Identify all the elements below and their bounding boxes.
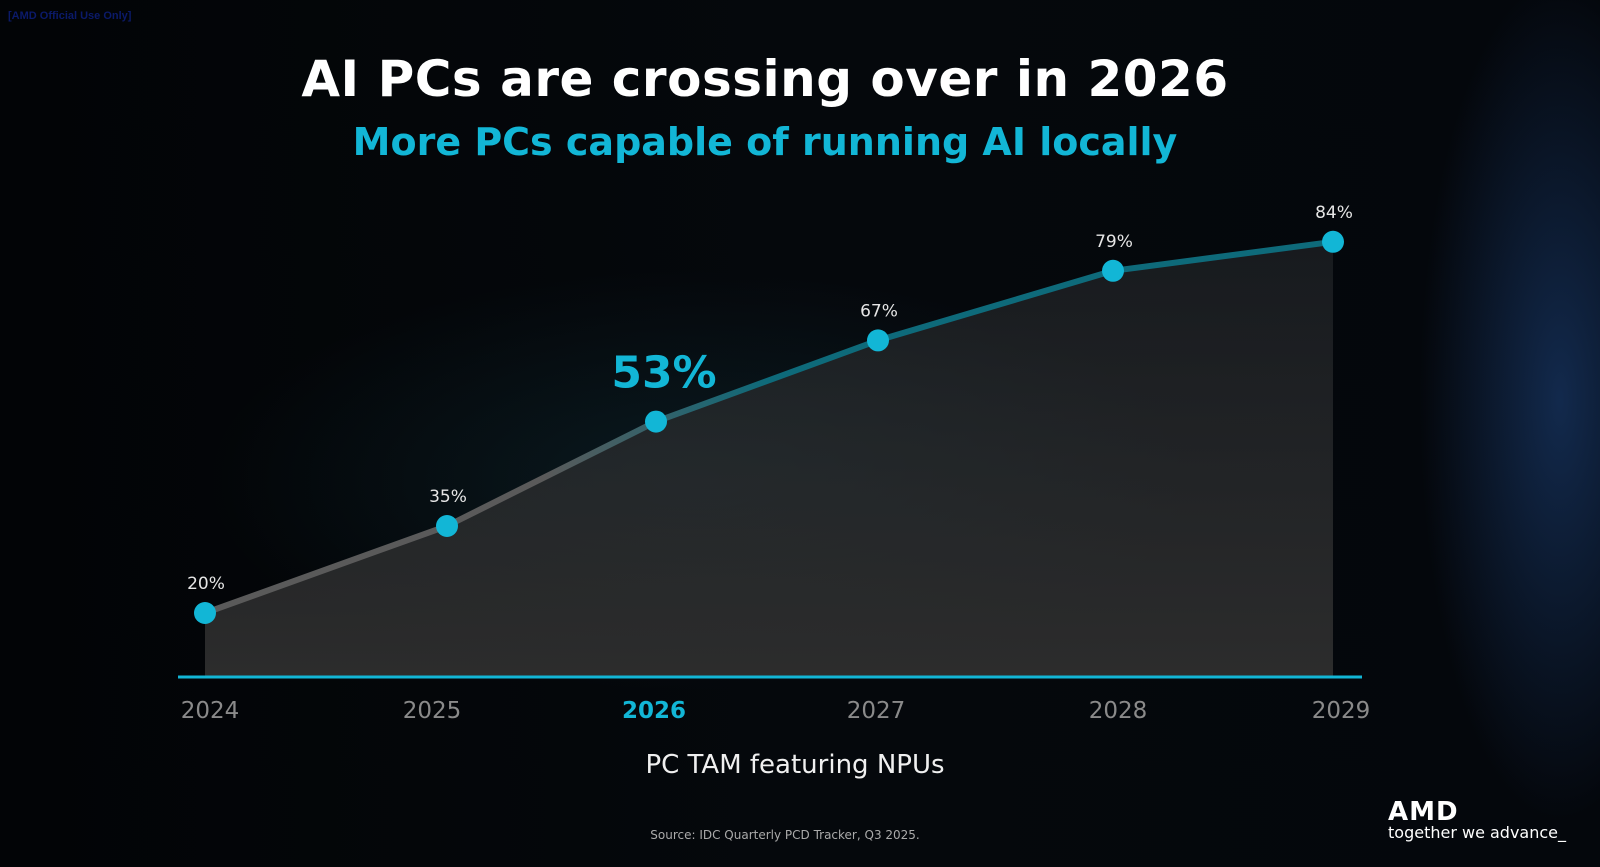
x-axis-title: PC TAM featuring NPUs — [645, 750, 945, 780]
page-subtitle: More PCs capable of running AI locally — [352, 120, 1178, 164]
data-point — [194, 602, 216, 624]
page-title: AI PCs are crossing over in 2026 — [301, 50, 1229, 108]
amd-logo: AMD together we advance_ — [1388, 797, 1566, 842]
x-tick-label: 2025 — [403, 698, 462, 724]
confidentiality-label: [AMD Official Use Only] — [8, 10, 132, 22]
source-note: Source: IDC Quarterly PCD Tracker, Q3 20… — [650, 828, 920, 842]
data-label: 35% — [429, 487, 467, 507]
data-point — [436, 515, 458, 537]
x-tick-label: 2028 — [1089, 698, 1148, 724]
data-label: 20% — [187, 574, 225, 594]
data-point — [645, 410, 667, 433]
data-point — [867, 329, 889, 352]
brand-name: AMD — [1388, 797, 1459, 827]
x-tick-label: 2027 — [847, 698, 906, 724]
tagline: together we advance_ — [1388, 823, 1567, 842]
x-tick-label: 2029 — [1312, 698, 1371, 724]
data-label: 67% — [860, 301, 898, 321]
series-line — [203, 238, 1334, 616]
area-fill — [205, 241, 1333, 677]
data-label: 53% — [611, 348, 716, 399]
data-label: 79% — [1095, 232, 1133, 252]
x-tick-label: 2026 — [622, 698, 686, 724]
data-point — [1322, 230, 1344, 253]
x-tick-label: 2024 — [181, 698, 240, 724]
data-label: 84% — [1315, 203, 1353, 223]
data-point — [1102, 259, 1124, 282]
